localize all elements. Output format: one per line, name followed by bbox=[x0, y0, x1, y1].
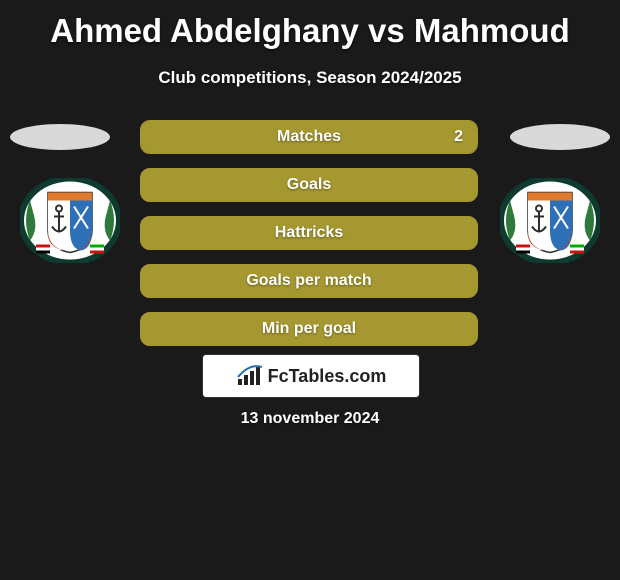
fctables-logo-text: FcTables.com bbox=[268, 366, 387, 387]
stat-row-goals: Goals bbox=[140, 168, 478, 202]
stat-label: Goals per match bbox=[246, 272, 371, 290]
subtitle: Club competitions, Season 2024/2025 bbox=[0, 68, 620, 88]
club-badge-left bbox=[20, 178, 120, 263]
comparison-card: Ahmed Abdelghany vs Mahmoud Club competi… bbox=[0, 0, 620, 580]
date-text: 13 november 2024 bbox=[0, 410, 620, 428]
flag-left-icon bbox=[36, 245, 50, 254]
fctables-logo-box[interactable]: FcTables.com bbox=[202, 354, 420, 398]
club-badge-right bbox=[500, 178, 600, 263]
stat-label: Min per goal bbox=[262, 320, 356, 338]
player-left-ellipse bbox=[10, 124, 110, 150]
club-badge-icon bbox=[20, 178, 120, 263]
stats-column: Matches 2 Goals Hattricks Goals per matc… bbox=[140, 120, 480, 360]
stat-row-hattricks: Hattricks bbox=[140, 216, 478, 250]
stat-row-goals-per-match: Goals per match bbox=[140, 264, 478, 298]
club-badge-icon bbox=[500, 178, 600, 263]
flag-right-icon bbox=[90, 245, 104, 254]
stat-row-min-per-goal: Min per goal bbox=[140, 312, 478, 346]
player-right-ellipse bbox=[510, 124, 610, 150]
stat-label: Goals bbox=[287, 176, 331, 194]
page-title: Ahmed Abdelghany vs Mahmoud bbox=[0, 0, 620, 50]
stat-row-matches: Matches 2 bbox=[140, 120, 478, 154]
stat-value-right: 2 bbox=[454, 128, 463, 146]
stat-label: Hattricks bbox=[275, 224, 343, 242]
stat-label: Matches bbox=[277, 128, 341, 146]
bars-logo-icon bbox=[236, 365, 264, 387]
